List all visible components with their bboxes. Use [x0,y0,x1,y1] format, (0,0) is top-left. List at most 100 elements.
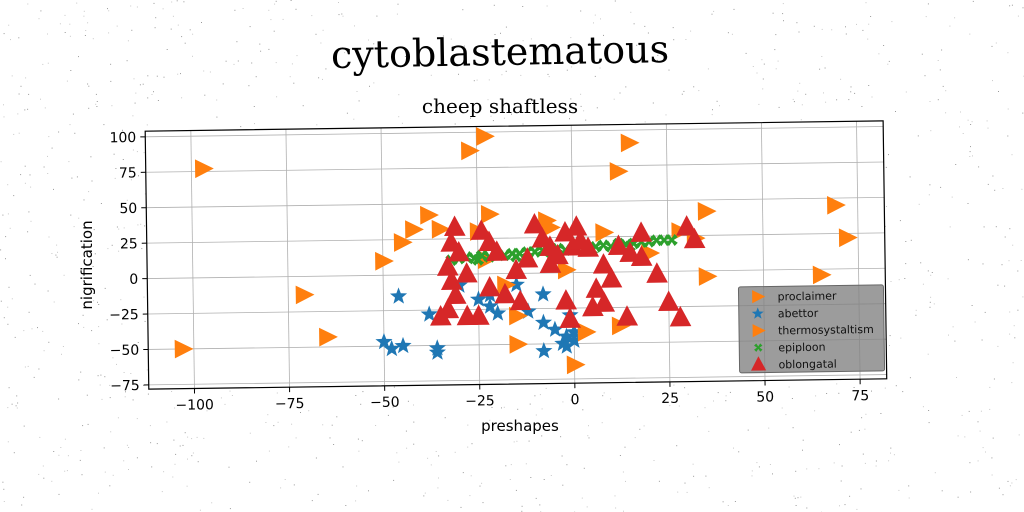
speckle-dot [1022,296,1024,298]
speckle-dot [216,116,218,118]
speckle-dot [941,490,943,492]
speckle-dot [922,406,924,408]
speckle-dot [91,180,93,182]
speckle-dot [108,32,110,34]
speckle-dot [112,357,114,359]
speckle-dot [268,9,270,11]
speckle-dot [118,228,120,230]
speckle-dot [56,244,58,246]
oblongatal-point [444,283,467,305]
legend-marker-oblongatal [751,356,767,371]
speckle-dot [242,8,244,9]
speckle-dot [904,278,906,279]
speckle-dot [619,455,621,456]
speckle-dot [871,390,872,392]
speckle-dot [3,501,5,502]
speckle-dot [147,97,149,99]
speckle-dot [841,465,843,467]
speckle-dot [181,97,183,99]
speckle-dot [713,10,715,12]
speckle-dot [133,78,135,80]
speckle-dot [458,73,459,75]
speckle-dot [311,500,313,502]
speckle-dot [977,460,979,462]
speckle-dot [493,4,495,6]
speckle-dot [101,398,103,400]
speckle-dot [719,105,720,107]
speckle-dot [14,336,16,338]
speckle-dot [889,345,890,346]
speckle-dot [467,446,469,448]
speckle-dot [355,395,357,396]
speckle-dot [948,334,949,336]
speckle-dot [1009,228,1011,230]
oblongatal-point [585,277,608,298]
speckle-dot [962,133,964,134]
oblongatal-point [516,247,539,268]
speckle-dot [348,53,350,55]
speckle-dot [233,63,235,65]
oblongatal-point [630,221,653,242]
speckle-dot [610,398,612,400]
speckle-dot [801,104,803,106]
speckle-dot [156,75,158,77]
oblongatal-point [658,290,680,312]
speckle-dot [583,110,585,112]
speckle-dot [505,26,507,28]
speckle-dot [203,437,205,439]
speckle-dot [140,223,142,225]
oblongatal-point [448,240,470,262]
speckle-dot [20,85,22,87]
speckle-dot [494,34,496,35]
speckle-dot [413,404,414,406]
speckle-dot [24,366,26,368]
speckle-dot [864,428,866,430]
speckle-dot [980,410,982,412]
speckle-dot [100,203,102,204]
speckle-dot [112,474,114,476]
speckle-dot [550,475,552,476]
speckle-dot [110,63,112,65]
speckle-dot [166,421,168,423]
speckle-dot [122,159,124,160]
speckle-dot [931,272,933,273]
speckle-dot [727,32,729,34]
speckle-dot [826,393,828,394]
speckle-dot [43,166,45,168]
y-tick-label: 25 [120,236,138,252]
speckle-dot [268,450,270,452]
speckle-dot [454,451,456,453]
speckle-dot [586,506,588,508]
speckle-dot [60,447,62,448]
speckle-dot [155,17,157,19]
speckle-dot [18,37,20,39]
speckle-dot [769,464,771,465]
speckle-dot [447,499,449,501]
speckle-dot [64,470,66,472]
speckle-dot [513,441,515,443]
speckle-dot [274,3,276,5]
thermosystaltism-point [609,162,629,181]
speckle-dot [206,410,208,412]
speckle-dot [548,64,550,65]
speckle-dot [273,425,275,427]
speckle-dot [733,447,734,449]
speckle-dot [978,166,980,168]
speckle-dot [681,93,683,95]
speckle-dot [249,26,251,28]
speckle-dot [472,105,474,106]
speckle-dot [570,98,572,100]
speckle-dot [184,42,186,44]
speckle-dot [182,444,184,446]
speckle-dot [143,384,145,386]
speckle-dot [94,253,96,255]
speckle-dot [342,466,344,468]
speckle-dot [991,474,993,476]
x-grid-line [190,130,195,389]
speckle-dot [130,373,132,374]
speckle-dot [196,436,198,438]
speckle-dot [489,42,491,44]
speckle-dot [707,68,709,70]
speckle-dot [673,39,675,41]
y-tick-label: 75 [119,165,137,181]
